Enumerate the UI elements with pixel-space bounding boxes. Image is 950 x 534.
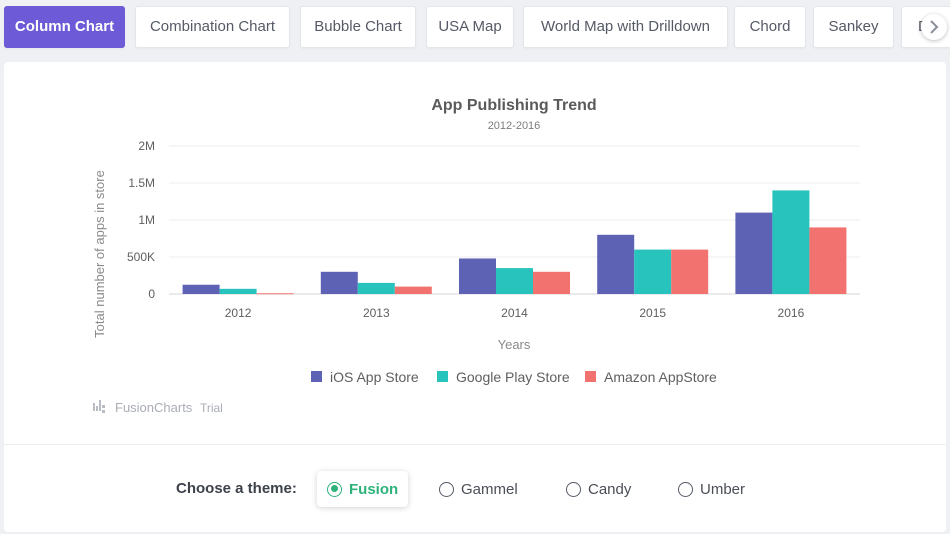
bar-amazon-appstore-2014[interactable] xyxy=(533,271,570,294)
tab-usa-map[interactable]: USA Map xyxy=(426,6,514,48)
bar-ios-app-store-2015[interactable] xyxy=(597,234,635,294)
legend-label: iOS App Store xyxy=(330,369,419,385)
y-tick-label: 0 xyxy=(148,287,155,301)
bars xyxy=(182,190,847,295)
radio-icon xyxy=(327,481,342,497)
chart-subtitle: 2012-2016 xyxy=(488,120,541,132)
chart-type-tabs: Column Chart Combination Chart Bubble Ch… xyxy=(0,0,950,56)
y-axis-ticks: 0 500K 1M 1.5M 2M xyxy=(127,139,155,301)
bar-google-play-store-2016[interactable] xyxy=(772,190,810,294)
chevron-right-icon xyxy=(930,20,939,34)
theme-option-label: Gammel xyxy=(461,480,518,498)
card-divider xyxy=(4,444,946,445)
x-axis-label: Years xyxy=(498,337,531,352)
bar-ios-app-store-2013[interactable] xyxy=(320,271,358,294)
x-tick-label: 2012 xyxy=(225,306,252,320)
tab-chord[interactable]: Chord xyxy=(734,6,806,48)
chart-card: App Publishing Trend 2012-2016 0 500K 1M 1.… xyxy=(4,62,946,532)
radio-icon xyxy=(678,481,693,497)
tab-combination-chart[interactable]: Combination Chart xyxy=(135,6,290,48)
theme-option-label: Candy xyxy=(588,480,632,498)
x-tick-label: 2016 xyxy=(778,306,805,320)
tab-bubble-chart[interactable]: Bubble Chart xyxy=(300,6,416,48)
x-axis-ticks: 2012 2013 2014 2015 2016 xyxy=(225,306,805,320)
tab-sankey[interactable]: Sankey xyxy=(813,6,894,48)
tab-column-chart[interactable]: Column Chart xyxy=(4,6,125,48)
watermark-brand: FusionCharts xyxy=(115,400,193,415)
theme-chooser-label: Choose a theme: xyxy=(176,480,297,497)
radio-icon xyxy=(439,481,454,497)
legend: iOS App Store Google Play Store Amazon App… xyxy=(311,369,717,385)
bar-amazon-appstore-2013[interactable] xyxy=(394,286,432,294)
x-tick-label: 2014 xyxy=(501,306,528,320)
watermark-suffix: Trial xyxy=(200,401,223,415)
theme-option-umber[interactable]: Umber xyxy=(668,471,755,507)
column-chart: App Publishing Trend 2012-2016 0 500K 1M 1.… xyxy=(92,97,860,415)
legend-item[interactable]: Amazon AppStore xyxy=(585,369,717,385)
bar-google-play-store-2013[interactable] xyxy=(357,282,395,294)
theme-option-label: Fusion xyxy=(349,480,399,498)
theme-option-label: Umber xyxy=(700,480,746,498)
y-tick-label: 500K xyxy=(127,250,155,264)
bar-google-play-store-2012[interactable] xyxy=(219,288,257,294)
bar-amazon-appstore-2016[interactable] xyxy=(809,227,847,294)
legend-swatch-icon xyxy=(585,371,596,382)
theme-option-fusion[interactable]: Fusion xyxy=(317,471,409,507)
x-tick-label: 2015 xyxy=(639,306,666,320)
bar-amazon-appstore-2012[interactable] xyxy=(256,293,294,295)
legend-label: Amazon AppStore xyxy=(604,369,717,385)
y-tick-label: 1M xyxy=(138,213,155,227)
bar-ios-app-store-2014[interactable] xyxy=(459,258,496,294)
bar-google-play-store-2014[interactable] xyxy=(496,268,533,294)
y-axis-label: Total number of apps in store xyxy=(92,170,107,338)
tab-world-map-drilldown[interactable]: World Map with Drilldown xyxy=(523,6,728,48)
svg-text:FusionCharts Trial: FusionCharts Trial xyxy=(115,400,223,415)
legend-label: Google Play Store xyxy=(456,369,570,385)
legend-swatch-icon xyxy=(311,371,322,382)
bar-amazon-appstore-2015[interactable] xyxy=(671,249,709,294)
radio-icon xyxy=(566,481,581,497)
legend-swatch-icon xyxy=(437,371,448,382)
chart-title: App Publishing Trend xyxy=(431,97,596,114)
theme-option-gammel[interactable]: Gammel xyxy=(429,471,528,507)
y-tick-label: 2M xyxy=(138,139,155,153)
bar-google-play-store-2015[interactable] xyxy=(634,249,672,294)
fusioncharts-watermark: FusionCharts Trial xyxy=(93,400,223,415)
y-tick-label: 1.5M xyxy=(128,176,155,190)
fusioncharts-logo-icon xyxy=(93,400,105,413)
x-tick-label: 2013 xyxy=(363,306,390,320)
legend-item[interactable]: Google Play Store xyxy=(437,369,570,385)
theme-option-candy[interactable]: Candy xyxy=(556,471,641,507)
bar-ios-app-store-2012[interactable] xyxy=(182,284,220,294)
tabs-scroll-right-button[interactable] xyxy=(921,14,947,40)
bar-ios-app-store-2016[interactable] xyxy=(735,212,773,294)
legend-item[interactable]: iOS App Store xyxy=(311,369,419,385)
